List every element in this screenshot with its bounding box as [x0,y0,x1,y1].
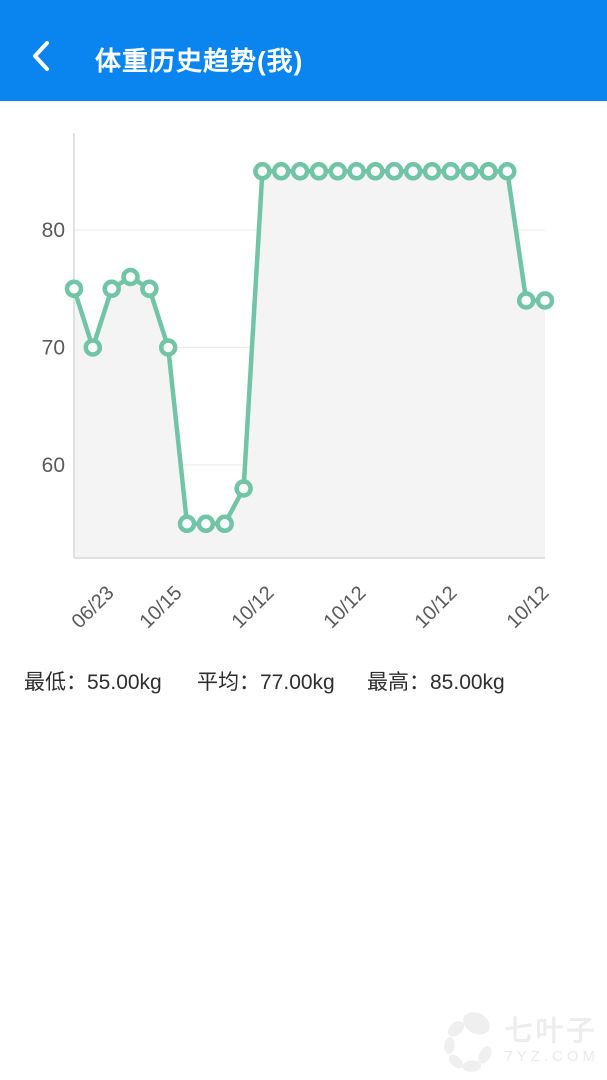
page-title: 体重历史趋势(我) [95,46,304,76]
stat-avg-value: 77.00kg [260,671,335,694]
watermark-text: 七叶子 7YZ.COM [504,1015,599,1066]
stat-min: 最低：55.00kg [24,666,162,696]
svg-text:10/12: 10/12 [503,582,554,633]
svg-text:60: 60 [42,454,65,477]
header-bar: 体重历史趋势(我) [0,0,607,101]
watermark-name: 七叶子 [504,1015,598,1046]
svg-text:06/23: 06/23 [68,582,119,633]
back-button[interactable] [24,37,58,75]
svg-text:80: 80 [42,219,65,242]
svg-text:10/12: 10/12 [320,582,371,633]
stat-max-value: 85.00kg [430,671,505,694]
stat-min-value: 55.00kg [87,671,162,694]
watermark-domain: 7YZ.COM [504,1048,599,1065]
stat-avg: 平均：77.00kg [197,666,335,696]
svg-text:10/15: 10/15 [136,582,187,633]
stat-max-label: 最高： [367,671,430,694]
svg-text:10/12: 10/12 [228,582,279,633]
watermark: 七叶子 7YZ.COM [441,1010,599,1072]
svg-text:10/12: 10/12 [411,582,462,633]
stat-max: 最高：85.00kg [367,666,505,696]
weight-trend-chart: 60 70 80 06/23 10/15 10/12 10/12 10/12 10/12 [42,133,555,633]
svg-text:70: 70 [42,337,65,360]
stat-avg-label: 平均： [197,671,260,694]
stat-min-label: 最低： [24,671,87,694]
leaf-logo-icon [444,1012,492,1072]
summary-row: 最低：55.00kg 平均：77.00kg 最高：85.00kg [0,666,607,698]
chevron-left-icon [33,41,49,71]
